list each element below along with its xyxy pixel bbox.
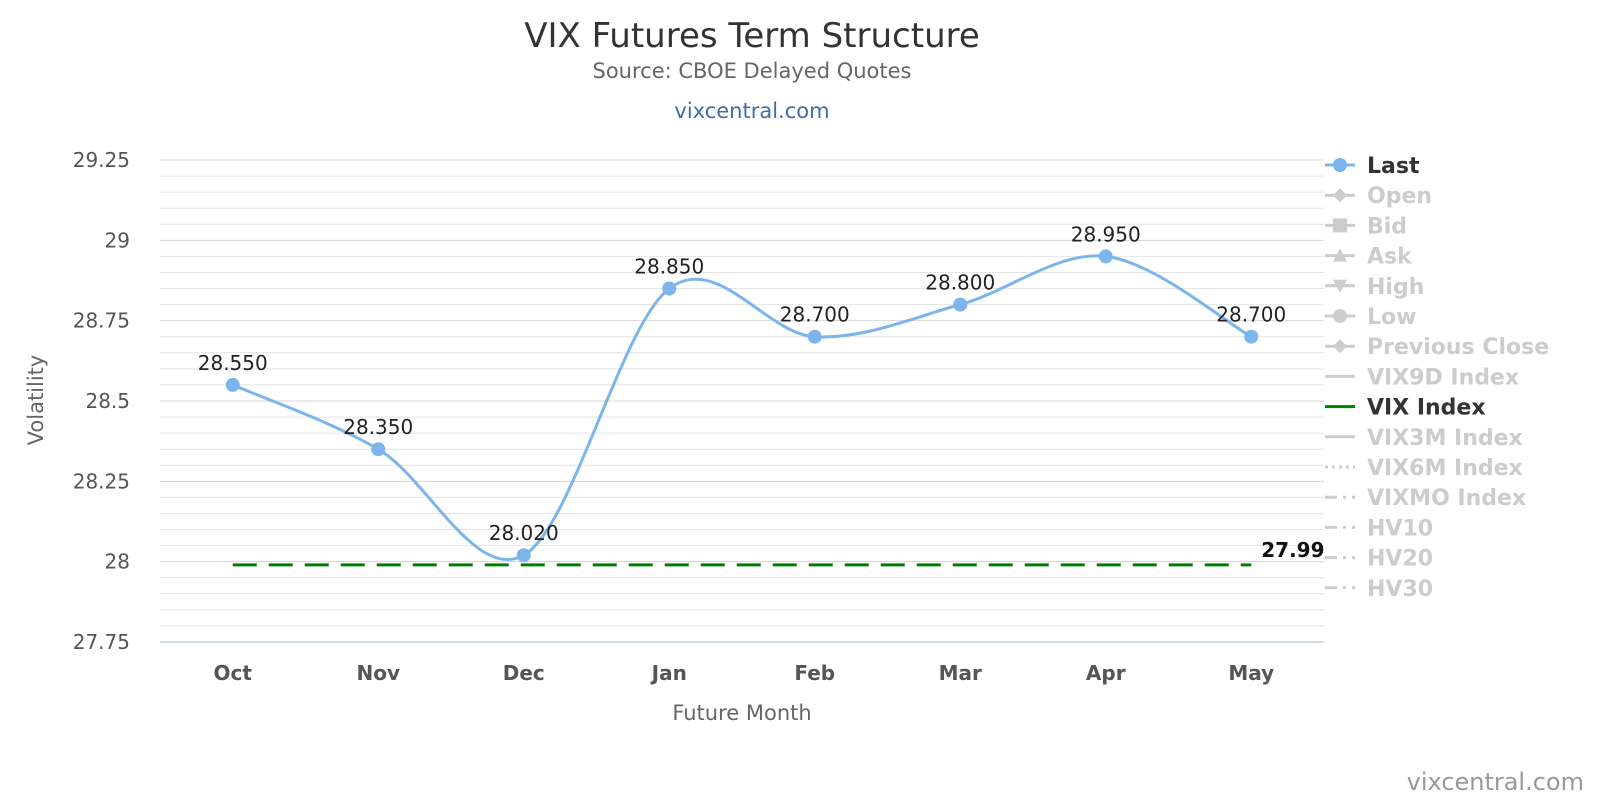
x-tick-label: Feb [794,661,835,685]
y-tick-label: 28 [105,550,130,574]
last-series-data-label: 28.700 [780,303,850,327]
credit-link[interactable]: vixcentral.com [1407,768,1584,796]
legend-item[interactable]: Bid [1325,214,1407,239]
last-series-point[interactable] [662,281,677,296]
legend-label: VIX Index [1367,396,1486,421]
x-axis-title: Future Month [672,701,811,725]
legend-item[interactable]: Previous Close [1325,335,1549,360]
series-group: 27.99 28.550 28.350 28.020 28.850 28.700 28.80… [198,222,1325,567]
legend-label: HV20 [1367,547,1433,572]
x-tick-label: Oct [214,661,253,685]
x-tick-label: Nov [356,661,400,685]
legend-item[interactable]: Last [1325,154,1420,179]
subtitle-link[interactable]: vixcentral.com [674,99,829,123]
legend-label: Previous Close [1367,335,1549,360]
y-tick-label: 28.75 [73,309,130,333]
last-series-data-label: 28.550 [198,351,268,375]
legend-item[interactable]: HV10 [1325,516,1433,541]
last-series-point[interactable] [371,442,386,457]
last-series-data-label: 28.950 [1071,222,1141,246]
legend-label: VIX9D Index [1367,365,1519,390]
y-axis-ticks: 27.75 28 28.25 28.5 28.75 29 29.25 [73,148,130,654]
legend-label: Low [1367,305,1416,330]
last-series-point[interactable] [516,548,531,563]
legend-item[interactable]: Ask [1325,245,1413,270]
last-series-point[interactable] [225,377,240,392]
x-tick-label: Apr [1086,661,1126,685]
legend-diamond-icon [1333,188,1347,203]
chart-subtitle: Source: CBOE Delayed Quotes [593,59,912,83]
chart-title: VIX Futures Term Structure [524,16,980,56]
last-series-data-label: 28.350 [343,415,413,439]
y-tick-label: 27.75 [73,630,130,654]
legend-square-icon [1333,218,1347,233]
legend-item[interactable]: VIX3M Index [1325,426,1523,451]
x-axis-ticks: Oct Nov Dec Jan Feb Mar Apr May [214,661,1275,685]
legend-label: Bid [1367,214,1407,239]
x-tick-label: Jan [650,661,687,685]
legend-diamond-icon [1333,339,1347,354]
legend-item[interactable]: VIX9D Index [1325,365,1519,390]
vix-index-label: 27.99 [1261,538,1324,562]
legend-circle-icon [1333,309,1347,323]
legend: Last Open Bid Ask High Low Previous Close VIX9D… [1325,154,1549,602]
legend-item[interactable]: HV20 [1325,547,1433,572]
y-tick-label: 29 [105,228,130,252]
legend-label: Ask [1367,245,1413,270]
last-series-point[interactable] [953,297,968,312]
last-series-line[interactable] [232,254,1252,562]
x-tick-label: Dec [503,661,545,685]
legend-label: HV30 [1367,577,1433,602]
legend-item[interactable]: High [1325,275,1424,300]
y-tick-label: 28.5 [85,389,130,413]
legend-label: Open [1367,184,1432,209]
legend-item[interactable]: HV30 [1325,577,1433,602]
legend-label: Last [1367,154,1420,179]
legend-label: VIX3M Index [1367,426,1523,451]
legend-label: HV10 [1367,516,1433,541]
legend-item[interactable]: Low [1325,305,1416,330]
legend-item[interactable]: Open [1325,184,1432,209]
last-series-point[interactable] [1098,249,1113,264]
legend-item[interactable]: VIX6M Index [1325,456,1523,481]
y-axis-title: Volatility [24,355,48,446]
last-series-data-label: 28.850 [634,255,704,279]
grid-lines [160,159,1324,643]
legend-label: VIXMO Index [1367,486,1526,511]
last-series-data-label: 28.800 [925,271,995,295]
x-tick-label: May [1228,661,1274,685]
legend-triangle-icon [1333,248,1347,262]
legend-item[interactable]: VIX Index [1325,396,1486,421]
legend-label: VIX6M Index [1367,456,1523,481]
legend-circle-icon [1333,158,1347,172]
legend-item[interactable]: VIXMO Index [1325,486,1526,511]
legend-triangle-down-icon [1333,279,1347,293]
last-series-point[interactable] [1244,329,1259,344]
y-tick-label: 29.25 [73,148,130,172]
y-tick-label: 28.25 [73,469,130,493]
x-tick-label: Mar [939,661,982,685]
last-series-data-label: 28.020 [489,521,559,545]
last-series-data-label: 28.700 [1216,303,1286,327]
last-series-point[interactable] [807,329,822,344]
legend-label: High [1367,275,1424,300]
